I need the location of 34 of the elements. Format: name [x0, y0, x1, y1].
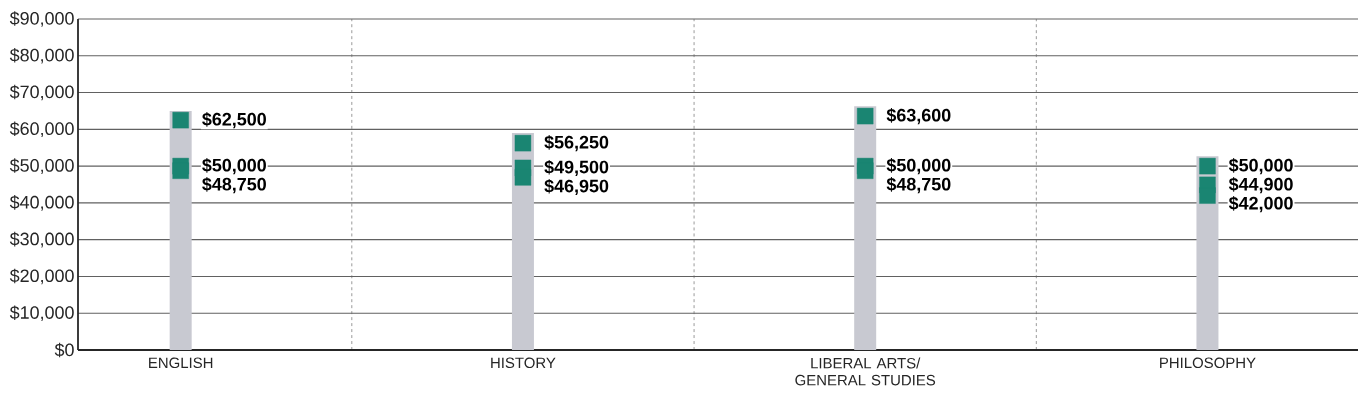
point	[514, 169, 532, 186]
x-tick-label: ENGLISH	[149, 357, 213, 369]
y-tick-label: $10,000	[9, 305, 74, 322]
data-label: $50,000	[1228, 158, 1293, 175]
data-label: $56,250	[544, 135, 609, 152]
data-label: $48,750	[886, 177, 951, 194]
y-tick-label: $80,000	[9, 47, 74, 64]
point	[856, 107, 874, 125]
y-tick-label: $40,000	[9, 195, 74, 211]
point	[1199, 157, 1216, 175]
data-label: $50,000	[886, 158, 951, 175]
data-label: $42,000	[1228, 196, 1293, 213]
y-tick-label: $30,000	[9, 231, 74, 248]
y-tick-label: $0	[54, 342, 74, 358]
y-tick-label: $90,000	[9, 11, 74, 27]
data-label: $46,950	[544, 178, 609, 195]
point	[172, 111, 189, 129]
data-label: $62,500	[202, 112, 266, 129]
point	[856, 162, 874, 179]
x-tick-label: PHILOSOPHY	[1160, 357, 1256, 369]
x-tick-label: HISTORY	[491, 357, 556, 369]
x-tick-label: LIBERAL ARTS/ GENERAL STUDIES	[795, 357, 936, 386]
y-tick-label: $20,000	[9, 268, 74, 285]
data-label: $49,500	[544, 159, 609, 176]
y-tick-label: $50,000	[9, 158, 74, 174]
point	[172, 162, 189, 179]
data-label: $44,900	[1228, 177, 1293, 194]
data-label: $48,750	[202, 177, 266, 194]
y-tick-label: $60,000	[9, 121, 74, 138]
data-label: $63,600	[886, 108, 951, 125]
y-tick-label: $70,000	[9, 84, 74, 101]
point	[514, 134, 532, 152]
point	[1199, 187, 1216, 204]
data-label: $50,000	[202, 158, 266, 175]
